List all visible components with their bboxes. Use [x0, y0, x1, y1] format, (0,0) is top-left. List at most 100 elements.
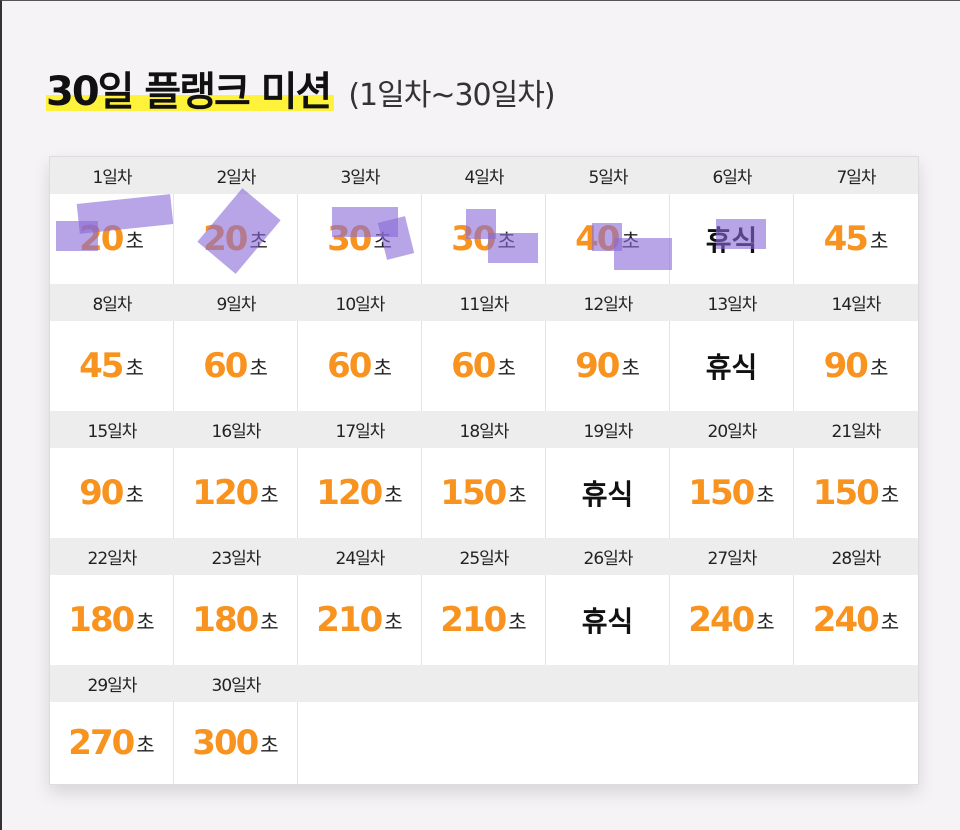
- seconds-unit: 초: [869, 355, 889, 380]
- day-label: 24일차: [335, 549, 386, 569]
- title-subtitle: (1일차~30일차): [348, 78, 555, 113]
- seconds-unit: 초: [125, 355, 144, 380]
- seconds-unit: 초: [384, 609, 403, 634]
- empty-cell: [422, 665, 546, 702]
- day-value: 150 초: [794, 448, 918, 538]
- seconds-value: 45: [823, 219, 869, 259]
- seconds-unit: 초: [373, 355, 392, 380]
- seconds-value: 240: [812, 600, 880, 640]
- day-value: 300 초: [174, 702, 298, 784]
- day-label: 1일차: [92, 168, 132, 188]
- seconds-value: 240: [688, 600, 755, 640]
- seconds-unit: 초: [136, 732, 155, 757]
- day-value-row: 45 초 60 초 60 초 60 초 90 초 휴식 90 초: [50, 321, 918, 411]
- empty-cell: [794, 665, 918, 702]
- seconds-unit: 초: [260, 609, 279, 634]
- seconds-unit: 초: [869, 228, 889, 253]
- day-value: 45 초: [794, 194, 918, 284]
- day-value: 휴식: [670, 321, 794, 411]
- day-value: 210 초: [422, 575, 546, 665]
- seconds-unit: 초: [508, 482, 527, 507]
- day-label: 29일차: [87, 676, 138, 696]
- day-label: 18일차: [459, 422, 510, 442]
- seconds-value: 210: [316, 600, 383, 640]
- empty-cell: [546, 665, 670, 702]
- rest-label: 휴식: [581, 478, 634, 511]
- seconds-value: 90: [79, 473, 124, 513]
- day-label: 8일차: [92, 295, 132, 315]
- seconds-value: 60: [203, 346, 248, 386]
- seconds-value: 270: [68, 723, 135, 763]
- seconds-value: 300: [192, 723, 259, 763]
- seconds-unit: 초: [384, 482, 403, 507]
- seconds-value: 180: [192, 600, 259, 640]
- day-value: 90 초: [50, 448, 174, 538]
- empty-cell: [794, 702, 918, 784]
- rest-label: 휴식: [581, 605, 634, 638]
- seconds-unit: 초: [125, 228, 144, 253]
- overlay-sticker: [716, 219, 766, 249]
- day-value-row: 20초20초30초30초40초휴식45초: [50, 194, 918, 284]
- day-label: 15일차: [87, 422, 138, 442]
- seconds-value: 90: [575, 346, 620, 386]
- seconds-value: 45: [79, 346, 124, 386]
- seconds-value: 120: [316, 473, 383, 513]
- day-value: 120 초: [174, 448, 298, 538]
- empty-cell: [670, 702, 794, 784]
- seconds-unit: 초: [249, 355, 268, 380]
- rest-label: 휴식: [705, 351, 758, 384]
- day-value: 240 초: [670, 575, 794, 665]
- day-label: 27일차: [707, 549, 758, 569]
- day-value: 60 초: [298, 321, 422, 411]
- seconds-unit: 초: [880, 482, 900, 507]
- day-label-row: 1일차 2일차 3일차 4일차 5일차 6일차 7일차: [50, 157, 918, 194]
- day-value: 120 초: [298, 448, 422, 538]
- day-label: 28일차: [831, 549, 882, 569]
- day-value: 60 초: [422, 321, 546, 411]
- seconds-unit: 초: [497, 355, 516, 380]
- day-value: 90 초: [546, 321, 670, 411]
- day-label: 25일차: [459, 549, 510, 569]
- overlay-sticker: [488, 233, 538, 263]
- day-value-row: 90 초 120 초 120 초 150 초 휴식 150 초 150 초: [50, 448, 918, 538]
- day-label: 12일차: [583, 295, 634, 315]
- day-value: 180 초: [174, 575, 298, 665]
- day-label: 7일차: [836, 168, 876, 188]
- day-value: 휴식: [546, 575, 670, 665]
- seconds-unit: 초: [756, 482, 775, 507]
- day-value: 90 초: [794, 321, 918, 411]
- day-label: 17일차: [335, 422, 386, 442]
- day-label: 6일차: [712, 168, 752, 188]
- day-value: 60 초: [174, 321, 298, 411]
- day-label: 16일차: [211, 422, 262, 442]
- day-label: 30일차: [211, 676, 262, 696]
- overlay-sticker: [56, 221, 98, 251]
- seconds-unit: 초: [125, 482, 144, 507]
- day-label-row: 15일차 16일차 17일차 18일차 19일차 20일차 21일차: [50, 411, 918, 448]
- day-label: 20일차: [707, 422, 758, 442]
- day-label: 11일차: [459, 295, 510, 315]
- day-label-row: 29일차 30일차: [50, 665, 918, 702]
- plank-schedule-table: 1일차 2일차 3일차 4일차 5일차 6일차 7일차 20초20초30초30초40초휴식45…: [49, 156, 919, 785]
- seconds-value: 180: [68, 600, 135, 640]
- day-value-row: 180 초 180 초 210 초 210 초 휴식 240 초 240 초: [50, 575, 918, 665]
- seconds-unit: 초: [621, 355, 640, 380]
- seconds-value: 60: [327, 346, 372, 386]
- empty-cell: [670, 665, 794, 702]
- day-label: 14일차: [831, 295, 882, 315]
- seconds-unit: 초: [260, 482, 279, 507]
- seconds-unit: 초: [136, 609, 155, 634]
- seconds-unit: 초: [880, 609, 900, 634]
- empty-cell: [422, 702, 546, 784]
- day-value: 270 초: [50, 702, 174, 784]
- day-label: 19일차: [583, 422, 634, 442]
- seconds-value: 150: [688, 473, 755, 513]
- title-main: 30일 플랭크 미션: [46, 59, 335, 117]
- day-label: 2일차: [216, 168, 256, 188]
- day-label: 26일차: [583, 549, 634, 569]
- day-label-row: 22일차 23일차 24일차 25일차 26일차 27일차 28일차: [50, 538, 918, 575]
- day-value: 180 초: [50, 575, 174, 665]
- empty-cell: [298, 665, 422, 702]
- seconds-value: 90: [823, 346, 869, 386]
- seconds-value: 60: [451, 346, 496, 386]
